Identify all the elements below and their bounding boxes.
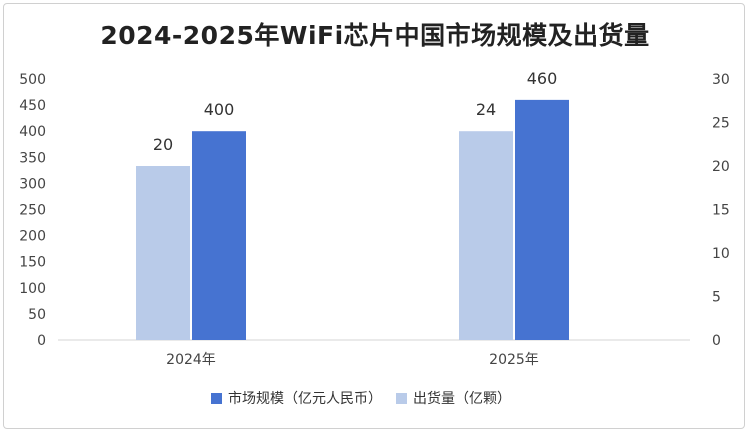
left-axis-tick-label: 300: [19, 176, 46, 192]
chart-frame: [3, 3, 745, 429]
legend-label: 市场规模（亿元人民币）: [228, 390, 382, 407]
right-axis-tick-label: 10: [712, 246, 730, 262]
left-axis-tick-label: 450: [19, 98, 46, 114]
chart-title: 2024-2025年WiFi芯片中国市场规模及出货量: [100, 21, 650, 50]
left-axis-tick-label: 400: [19, 124, 46, 140]
bar-market-size: [192, 131, 246, 340]
bar-data-label: 24: [476, 100, 496, 119]
bar-shipment: [459, 131, 513, 340]
bar-data-label: 20: [153, 135, 173, 154]
left-axis-tick-label: 0: [37, 333, 46, 349]
legend-swatch: [396, 393, 407, 404]
left-axis-tick-label: 200: [19, 229, 46, 245]
bar-data-label: 460: [527, 69, 558, 88]
right-axis-tick-label: 0: [712, 333, 721, 349]
right-axis-tick-label: 25: [712, 116, 730, 132]
right-axis-tick-label: 15: [712, 203, 730, 219]
left-axis-tick-label: 50: [28, 307, 46, 323]
legend-label: 出货量（亿颗）: [413, 390, 511, 407]
left-axis-tick-label: 250: [19, 203, 46, 219]
right-axis-tick-label: 5: [712, 290, 721, 306]
bar-data-label: 400: [204, 100, 235, 119]
x-axis-category-label: 2025年: [489, 352, 539, 368]
left-axis-tick-label: 500: [19, 72, 46, 88]
right-axis-tick-label: 30: [712, 72, 730, 88]
right-axis-tick-label: 20: [712, 159, 730, 175]
bar-market-size: [515, 99, 569, 340]
left-axis-tick-label: 100: [19, 281, 46, 297]
legend-swatch: [211, 393, 222, 404]
left-axis-tick-label: 150: [19, 255, 46, 271]
left-axis-tick-label: 350: [19, 150, 46, 166]
x-axis-category-label: 2024年: [166, 352, 216, 368]
bar-shipment: [136, 166, 190, 340]
